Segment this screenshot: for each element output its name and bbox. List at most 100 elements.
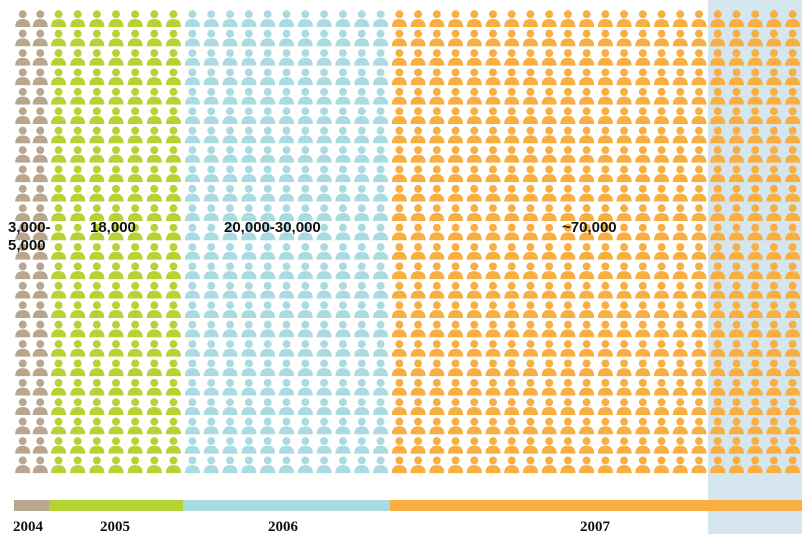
person-icon bbox=[108, 29, 124, 47]
person-icon bbox=[222, 262, 238, 280]
person-icon bbox=[184, 359, 200, 377]
person-icon bbox=[15, 49, 31, 66]
person-icon bbox=[108, 417, 124, 435]
person-icon bbox=[260, 359, 276, 377]
person-icon bbox=[354, 359, 370, 377]
person-icon bbox=[447, 359, 464, 377]
person-icon bbox=[203, 340, 219, 357]
person-icon bbox=[635, 29, 651, 47]
person-icon bbox=[560, 417, 576, 435]
person-icon bbox=[466, 146, 482, 163]
person-icon bbox=[373, 437, 389, 454]
person-icon bbox=[354, 10, 370, 27]
person-icon bbox=[691, 301, 707, 318]
value-label: 18,000 bbox=[90, 219, 136, 236]
person-icon bbox=[184, 49, 200, 66]
person-icon bbox=[316, 437, 332, 454]
person-icon bbox=[108, 456, 124, 474]
person-icon bbox=[616, 243, 632, 260]
person-icon bbox=[297, 10, 313, 27]
person-icon bbox=[15, 437, 31, 454]
person-icon bbox=[373, 68, 389, 86]
year-label: 2005 bbox=[100, 519, 130, 534]
person-icon bbox=[108, 378, 124, 396]
person-icon bbox=[335, 146, 351, 163]
person-icon bbox=[541, 437, 557, 454]
person-icon bbox=[391, 29, 407, 47]
person-icon bbox=[203, 223, 219, 241]
person-icon bbox=[165, 126, 181, 144]
person-icon bbox=[203, 68, 219, 86]
person-icon bbox=[485, 417, 501, 435]
person-icon bbox=[485, 87, 501, 105]
person-icon bbox=[447, 243, 464, 260]
person-icon bbox=[15, 417, 31, 435]
person-icon bbox=[691, 49, 707, 66]
person-icon bbox=[691, 456, 707, 474]
person-icon bbox=[89, 10, 105, 27]
person-icon bbox=[335, 126, 351, 144]
person-icon bbox=[354, 456, 370, 474]
person-icon bbox=[391, 10, 407, 27]
person-icon bbox=[70, 378, 86, 396]
person-icon bbox=[108, 359, 124, 377]
person-icon bbox=[429, 301, 445, 318]
person-icon bbox=[560, 29, 576, 47]
person-icon bbox=[391, 87, 407, 105]
person-icon bbox=[354, 107, 370, 124]
year-bar bbox=[390, 500, 802, 511]
person-icon bbox=[635, 87, 651, 105]
person-icon bbox=[485, 165, 501, 183]
person-icon bbox=[522, 359, 539, 377]
person-icon bbox=[335, 340, 351, 357]
person-icon bbox=[541, 68, 557, 86]
person-icon bbox=[541, 378, 557, 396]
person-icon bbox=[297, 243, 313, 260]
person-icon bbox=[127, 398, 143, 415]
person-icon bbox=[127, 29, 143, 47]
person-icon bbox=[89, 87, 105, 105]
person-icon bbox=[89, 49, 105, 66]
person-icon bbox=[560, 359, 576, 377]
person-icon bbox=[89, 243, 105, 260]
person-icon bbox=[485, 281, 501, 299]
person-icon bbox=[127, 10, 143, 27]
person-icon bbox=[354, 29, 370, 47]
person-icon bbox=[297, 165, 313, 183]
person-icon bbox=[354, 262, 370, 280]
person-icon bbox=[354, 87, 370, 105]
person-icon bbox=[579, 417, 595, 435]
person-icon bbox=[485, 243, 501, 260]
person-icon bbox=[335, 398, 351, 415]
person-icon bbox=[391, 378, 407, 396]
person-icon bbox=[108, 126, 124, 144]
person-icon bbox=[410, 243, 426, 260]
person-icon bbox=[466, 184, 482, 202]
person-icon bbox=[278, 320, 295, 338]
person-icon bbox=[522, 456, 539, 474]
person-icon bbox=[429, 359, 445, 377]
person-icon bbox=[89, 165, 105, 183]
person-icon bbox=[391, 165, 407, 183]
person-icon bbox=[241, 68, 257, 86]
person-icon bbox=[260, 146, 276, 163]
person-icon bbox=[51, 68, 67, 86]
person-icon bbox=[579, 340, 595, 357]
person-icon bbox=[691, 204, 707, 221]
person-icon bbox=[597, 165, 613, 183]
person-icon bbox=[485, 10, 501, 27]
person-icon bbox=[278, 281, 295, 299]
person-icon bbox=[653, 417, 670, 435]
person-icon bbox=[203, 320, 219, 338]
person-icon bbox=[672, 281, 688, 299]
person-icon bbox=[241, 262, 257, 280]
person-icon bbox=[616, 262, 632, 280]
person-icon bbox=[15, 68, 31, 86]
person-icon bbox=[354, 243, 370, 260]
person-icon bbox=[51, 146, 67, 163]
person-icon bbox=[260, 456, 276, 474]
person-icon bbox=[466, 262, 482, 280]
person-icon bbox=[335, 262, 351, 280]
person-icon bbox=[184, 146, 200, 163]
